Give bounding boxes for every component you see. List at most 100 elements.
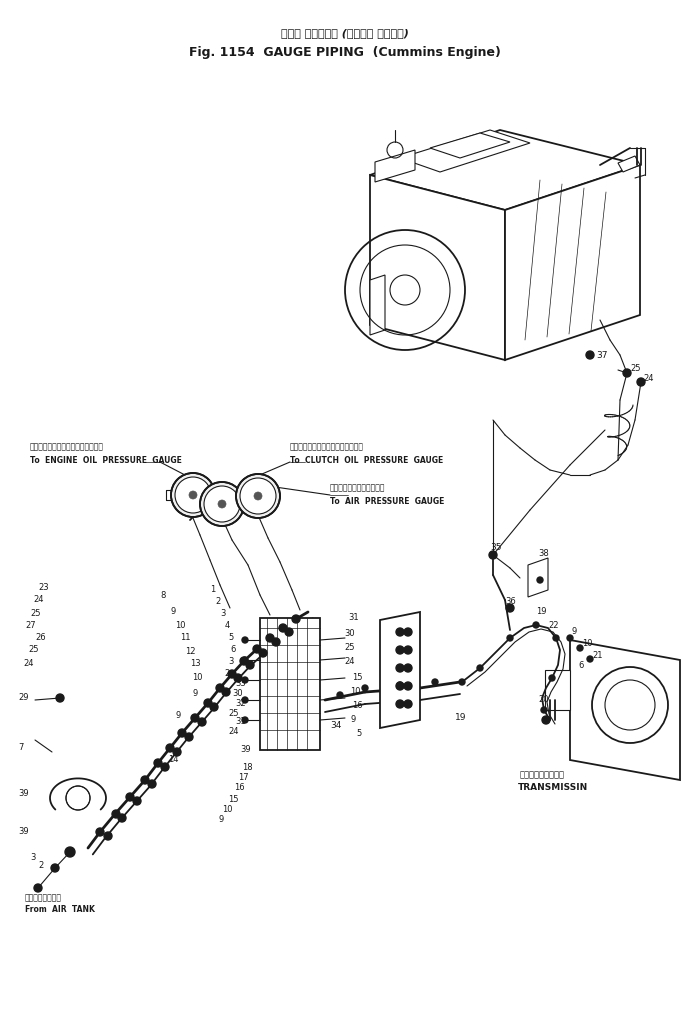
Circle shape [236, 474, 280, 518]
Text: 26: 26 [35, 633, 46, 642]
Polygon shape [370, 275, 385, 335]
Circle shape [133, 797, 141, 805]
Text: 2: 2 [215, 597, 220, 606]
Text: 39: 39 [18, 789, 28, 797]
Circle shape [533, 622, 539, 628]
Polygon shape [400, 130, 530, 172]
Circle shape [397, 682, 403, 689]
Circle shape [234, 674, 242, 682]
Circle shape [506, 604, 514, 612]
Circle shape [242, 697, 248, 703]
Text: TRANSMISSIN: TRANSMISSIN [518, 784, 589, 793]
Text: 15: 15 [352, 672, 362, 681]
Text: トランスミッション: トランスミッション [520, 771, 565, 780]
Text: 19: 19 [455, 714, 466, 723]
Text: 35: 35 [490, 542, 502, 552]
Text: 24: 24 [33, 595, 43, 604]
Circle shape [637, 378, 645, 386]
Circle shape [65, 847, 75, 857]
Circle shape [242, 677, 248, 683]
Text: 16: 16 [234, 784, 245, 793]
Circle shape [567, 635, 573, 641]
Text: 23: 23 [38, 582, 48, 591]
Text: To  CLUTCH  OIL  PRESSURE  GAUGE: To CLUTCH OIL PRESSURE GAUGE [290, 455, 443, 464]
Text: 39: 39 [18, 827, 28, 837]
Circle shape [577, 645, 583, 651]
Circle shape [259, 649, 267, 657]
Text: 1: 1 [210, 585, 215, 594]
Text: 36: 36 [505, 596, 515, 605]
Circle shape [171, 473, 215, 517]
Polygon shape [370, 175, 505, 360]
Text: エンジンオイルプレッシャゲージへ: エンジンオイルプレッシャゲージへ [30, 442, 104, 451]
Text: 3: 3 [228, 657, 233, 666]
Polygon shape [430, 133, 510, 158]
Circle shape [96, 828, 104, 836]
Circle shape [200, 482, 244, 526]
Text: 31: 31 [235, 718, 246, 726]
Circle shape [126, 793, 134, 801]
Text: 39: 39 [240, 745, 250, 754]
Text: 10: 10 [175, 621, 186, 630]
Circle shape [161, 763, 169, 771]
Circle shape [477, 665, 483, 671]
Text: 16: 16 [352, 702, 363, 711]
Text: 3: 3 [220, 609, 226, 619]
Circle shape [173, 748, 181, 756]
Circle shape [266, 634, 274, 642]
Circle shape [362, 685, 368, 691]
Circle shape [210, 703, 218, 711]
Circle shape [404, 646, 412, 654]
Circle shape [240, 657, 248, 665]
Circle shape [242, 657, 248, 663]
Text: 10: 10 [192, 672, 202, 681]
Circle shape [198, 718, 206, 726]
Text: 13: 13 [190, 659, 201, 668]
Circle shape [175, 477, 211, 513]
Circle shape [34, 884, 42, 892]
Text: 21: 21 [592, 651, 602, 659]
Circle shape [242, 717, 248, 723]
Text: 31: 31 [348, 613, 359, 623]
Circle shape [141, 776, 149, 784]
Text: 38: 38 [538, 549, 549, 558]
Polygon shape [528, 558, 548, 597]
Text: 9: 9 [175, 711, 180, 720]
Text: 25: 25 [30, 608, 41, 618]
Text: 2: 2 [224, 668, 229, 677]
Circle shape [285, 628, 293, 636]
Circle shape [246, 661, 254, 669]
Circle shape [242, 637, 248, 643]
Circle shape [204, 699, 212, 707]
Circle shape [507, 635, 513, 641]
Circle shape [279, 624, 287, 632]
Text: 5: 5 [228, 634, 233, 643]
Text: 34: 34 [330, 722, 342, 730]
Text: 24: 24 [23, 658, 34, 667]
Circle shape [396, 664, 404, 672]
Circle shape [228, 670, 236, 678]
Text: 11: 11 [180, 634, 190, 643]
Circle shape [459, 679, 465, 685]
Text: 18: 18 [242, 764, 253, 773]
Text: 10: 10 [222, 805, 233, 814]
Circle shape [292, 615, 300, 623]
Text: 24: 24 [344, 657, 355, 666]
Text: 9: 9 [350, 716, 355, 724]
Text: 9: 9 [572, 628, 578, 637]
Text: クラッチオイルプレッシャゲージへ: クラッチオイルプレッシャゲージへ [290, 442, 364, 451]
Circle shape [542, 716, 550, 724]
Text: 14: 14 [168, 755, 179, 765]
Circle shape [537, 577, 543, 583]
Circle shape [218, 500, 226, 508]
Text: 5: 5 [356, 729, 362, 738]
Circle shape [404, 628, 412, 636]
Circle shape [253, 645, 261, 653]
Circle shape [254, 492, 262, 500]
Text: 6: 6 [230, 646, 235, 654]
Circle shape [432, 679, 438, 685]
Circle shape [587, 656, 593, 662]
Text: 4: 4 [225, 622, 230, 631]
Text: 24: 24 [643, 373, 653, 382]
Circle shape [56, 694, 64, 702]
